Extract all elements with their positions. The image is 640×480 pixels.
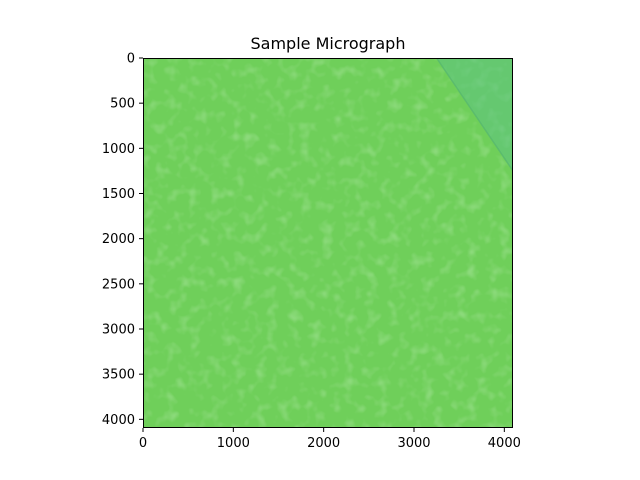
x-tick-label: 1000 [217,436,250,451]
y-axis: 0 500 1000 1500 2000 2500 3000 3500 4000 [102,52,143,428]
plot-area [143,58,513,428]
x-tick-label: 3000 [397,436,430,451]
x-tick-label: 4000 [488,436,521,451]
y-tick-label: 1500 [102,187,135,202]
y-tick-label: 0 [127,52,135,67]
x-tick-label: 0 [139,436,147,451]
chart-title: Sample Micrograph [251,34,406,53]
x-axis: 0 1000 2000 3000 4000 [139,428,521,451]
heatmap-features [435,58,513,172]
heatmap-texture [143,58,513,428]
plot-frame [143,58,513,428]
y-tick-label: 500 [110,97,135,112]
y-tick-label: 3500 [102,368,135,383]
y-tick-label: 2000 [102,232,135,247]
y-tick-label: 4000 [102,413,135,428]
edge-line [435,58,513,172]
y-tick-label: 3000 [102,322,135,337]
y-tick-label: 1000 [102,142,135,157]
y-tick-label: 2500 [102,277,135,292]
x-tick-label: 2000 [307,436,340,451]
